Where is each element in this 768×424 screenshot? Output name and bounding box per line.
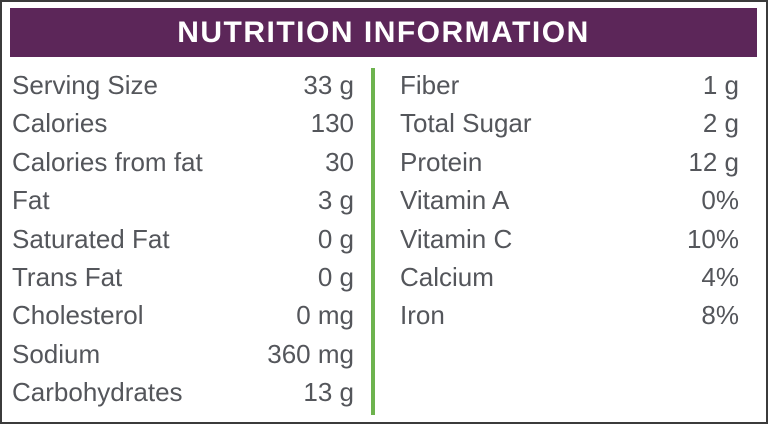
nutrient-value: 1 g (702, 70, 739, 100)
table-row: Fiber 1 g (400, 66, 739, 104)
nutrient-label: Calories (12, 108, 108, 139)
nutrient-label: Iron (400, 300, 445, 331)
nutrient-value: 130 (310, 108, 354, 139)
table-row: Vitamin C 10% (400, 220, 739, 258)
table-row: Iron 8% (400, 296, 739, 334)
left-column: Serving Size 33 g Calories 130 Calories from… (12, 66, 354, 412)
nutrient-label: Sodium (12, 338, 101, 369)
nutrient-label: Calcium (400, 261, 494, 292)
table-row: Vitamin A 0% (400, 181, 739, 219)
nutrient-value: 8% (701, 300, 739, 331)
table-row: Calories from fat 30 (12, 143, 354, 181)
nutrient-value: 360 mg (267, 338, 354, 369)
table-row: Total Sugar 2 g (400, 104, 739, 142)
nutrient-label: Calories from fat (12, 146, 203, 177)
nutrient-label: Vitamin A (400, 185, 510, 216)
nutrient-label: Total Sugar (400, 108, 532, 139)
table-row: Protein 12 g (400, 143, 739, 181)
nutrient-value: 4% (701, 261, 739, 292)
right-column: Fiber 1 g Total Sugar 2 g Protein 12 g Vitamin… (400, 66, 739, 335)
table-row: Sodium 360 mg (12, 335, 354, 373)
nutrition-title: NUTRITION INFORMATION (177, 15, 590, 49)
nutrient-value: 12 g (688, 146, 739, 177)
nutrient-value: 10% (686, 223, 739, 254)
nutrient-label: Vitamin C (400, 223, 513, 254)
nutrient-value: 0 mg (296, 300, 354, 331)
table-row: Cholesterol 0 mg (12, 296, 354, 334)
table-row: Calories 130 (12, 104, 354, 142)
nutrient-label: Protein (400, 146, 483, 177)
nutrient-value: 3 g (317, 185, 354, 216)
nutrient-value: 13 g (303, 377, 354, 408)
table-row: Saturated Fat 0 g (12, 220, 354, 258)
nutrient-label: Trans Fat (12, 261, 123, 292)
nutrient-label: Fiber (400, 70, 460, 100)
column-divider (371, 68, 375, 415)
table-row: Calcium 4% (400, 258, 739, 296)
table-row: Fat 3 g (12, 181, 354, 219)
nutrient-label: Carbohydrates (12, 377, 183, 408)
nutrient-value: 30 (325, 146, 354, 177)
table-row: Serving Size 33 g (12, 66, 354, 104)
nutrient-label: Serving Size (12, 70, 158, 100)
nutrient-label: Fat (12, 185, 50, 216)
nutrient-label: Saturated Fat (12, 223, 170, 254)
nutrition-table: Serving Size 33 g Calories 130 Calories from… (2, 57, 766, 415)
nutrient-value: 0 g (317, 261, 354, 292)
nutrition-header: NUTRITION INFORMATION (10, 8, 757, 57)
table-row: Carbohydrates 13 g (12, 373, 354, 411)
table-row: Trans Fat 0 g (12, 258, 354, 296)
nutrient-value: 33 g (303, 70, 354, 100)
nutrient-value: 0 g (317, 223, 354, 254)
nutrient-label: Cholesterol (12, 300, 144, 331)
nutrient-value: 2 g (702, 108, 739, 139)
nutrient-value: 0% (701, 185, 739, 216)
